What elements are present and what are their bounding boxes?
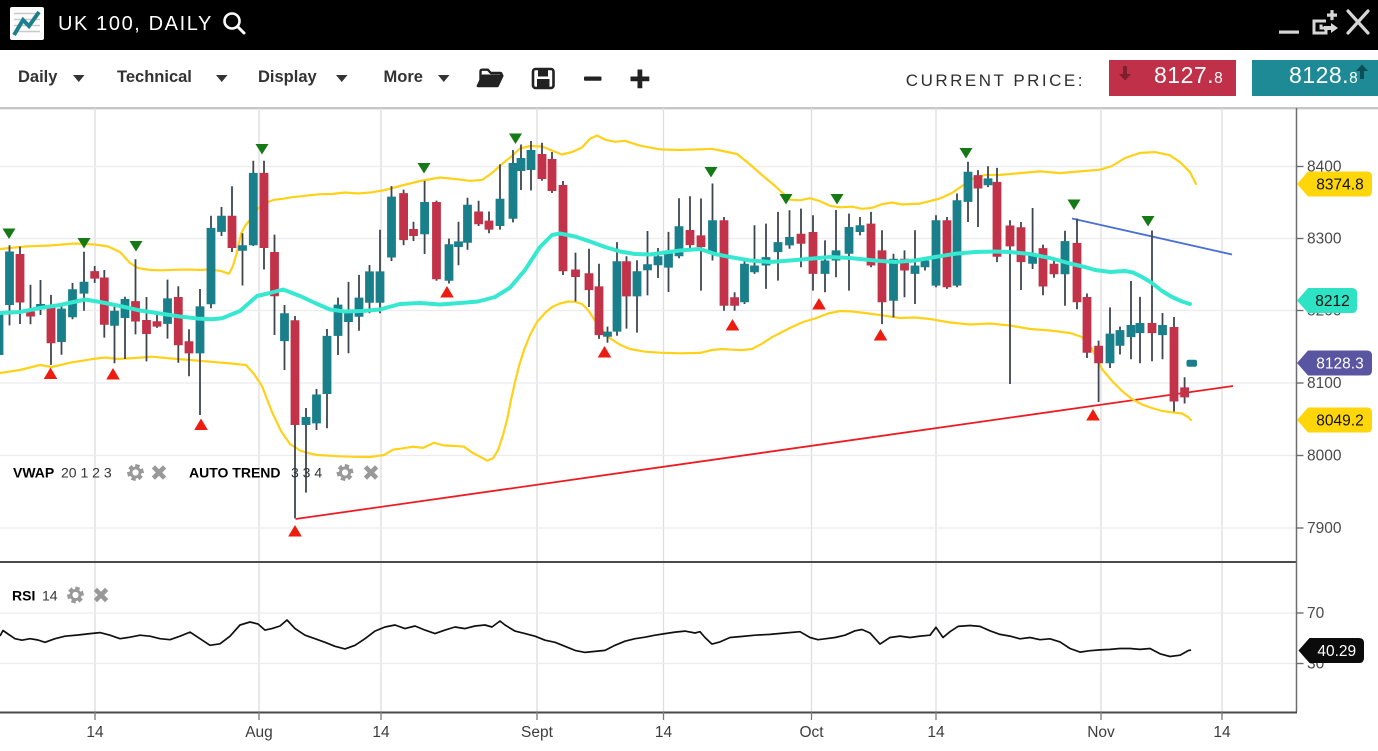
svg-text:8049.2: 8049.2 (1316, 412, 1363, 429)
svg-text:VWAP: VWAP (13, 465, 54, 481)
svg-text:20 1 2 3: 20 1 2 3 (61, 465, 112, 481)
svg-text:RSI: RSI (12, 588, 35, 604)
svg-text:8212: 8212 (1315, 293, 1349, 310)
svg-text:8100: 8100 (1307, 375, 1342, 392)
svg-text:14: 14 (42, 588, 58, 604)
svg-text:8400: 8400 (1307, 159, 1342, 176)
svg-text:40.29: 40.29 (1317, 643, 1356, 660)
svg-text:Nov: Nov (1087, 724, 1115, 741)
svg-text:70: 70 (1307, 605, 1325, 622)
svg-text:14: 14 (1213, 724, 1231, 741)
svg-text:8300: 8300 (1307, 231, 1342, 248)
svg-text:Aug: Aug (245, 724, 273, 741)
svg-text:7900: 7900 (1307, 520, 1342, 537)
svg-text:AUTO TREND: AUTO TREND (189, 465, 281, 481)
svg-text:8374.8: 8374.8 (1316, 176, 1363, 193)
svg-text:14: 14 (655, 724, 673, 741)
svg-text:Oct: Oct (799, 724, 824, 741)
svg-text:Sept: Sept (521, 724, 554, 741)
svg-text:8128.3: 8128.3 (1316, 355, 1363, 372)
svg-text:14: 14 (86, 724, 104, 741)
svg-text:8000: 8000 (1307, 448, 1342, 465)
svg-text:14: 14 (372, 724, 390, 741)
svg-text:3 3 4: 3 3 4 (291, 465, 322, 481)
svg-text:14: 14 (927, 724, 945, 741)
